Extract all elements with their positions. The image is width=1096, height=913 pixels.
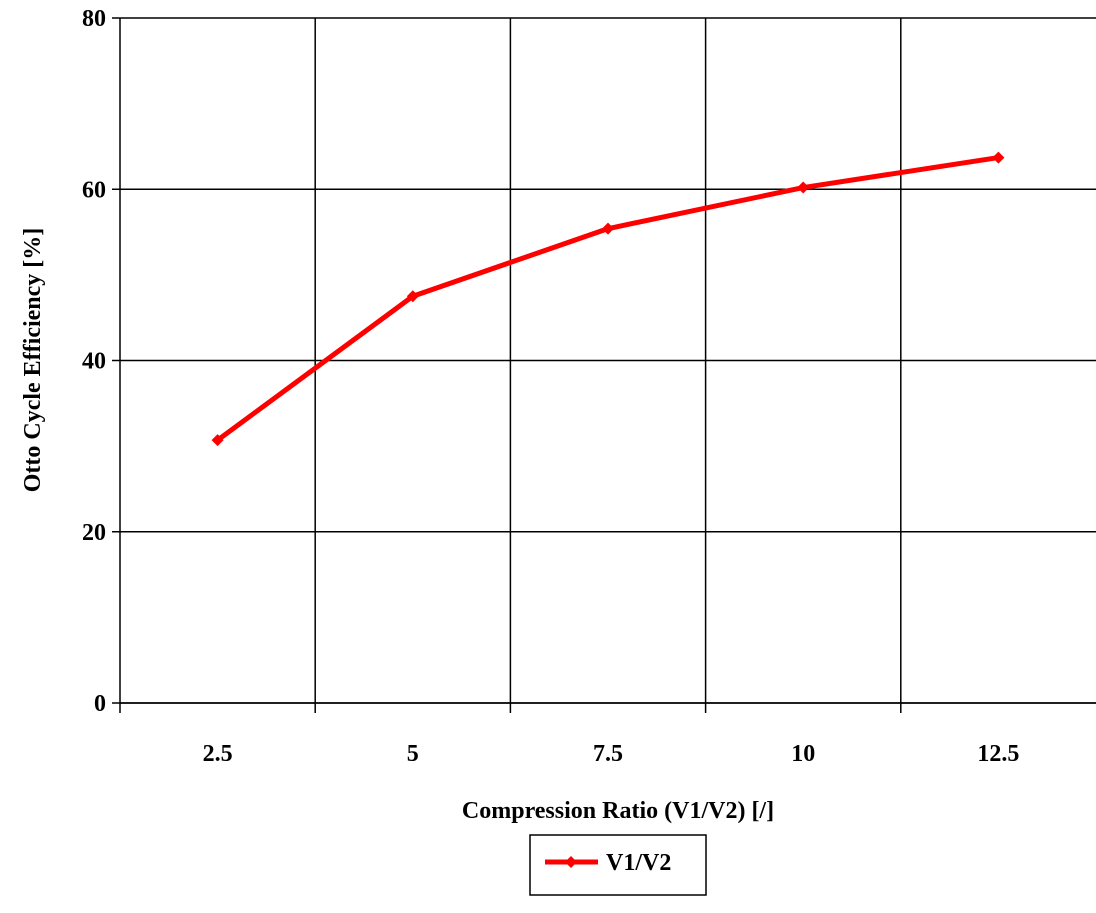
x-tick-label: 12.5 — [977, 741, 1019, 767]
x-tick-label: 10 — [791, 741, 815, 767]
x-axis-title: Compression Ratio (V1/V2) [/] — [462, 798, 774, 824]
legend-box — [529, 834, 707, 896]
x-tick-label: 2.5 — [203, 741, 233, 767]
series-line — [216, 155, 999, 443]
x-tick-label: 5 — [407, 741, 419, 767]
data-point-marker — [602, 222, 614, 235]
grid-lines — [112, 17, 1096, 713]
data-point-marker — [992, 151, 1005, 164]
y-tick-label: 20 — [82, 520, 106, 546]
y-tick-label: 0 — [94, 691, 106, 717]
y-tick-labels: 0 20 40 60 80 — [82, 6, 106, 717]
legend-entry-label: V1/V2 — [606, 850, 671, 876]
data-point-marker — [211, 434, 224, 447]
legend-marker — [565, 856, 577, 868]
x-tick-label: 7.5 — [593, 741, 623, 767]
data-point-marker — [797, 181, 810, 194]
y-tick-label: 80 — [82, 6, 106, 32]
data-point-marker — [406, 290, 419, 303]
x-tick-labels: 2.5 5 7.5 10 12.5 — [203, 741, 1020, 767]
legend: V1/V2 — [529, 834, 707, 896]
axes — [119, 18, 1096, 713]
y-tick-label: 60 — [82, 177, 106, 203]
y-tick-label: 40 — [82, 349, 106, 375]
series-group — [211, 151, 1005, 447]
y-axis-title: Otto Cycle Efficiency [%] — [20, 228, 46, 493]
